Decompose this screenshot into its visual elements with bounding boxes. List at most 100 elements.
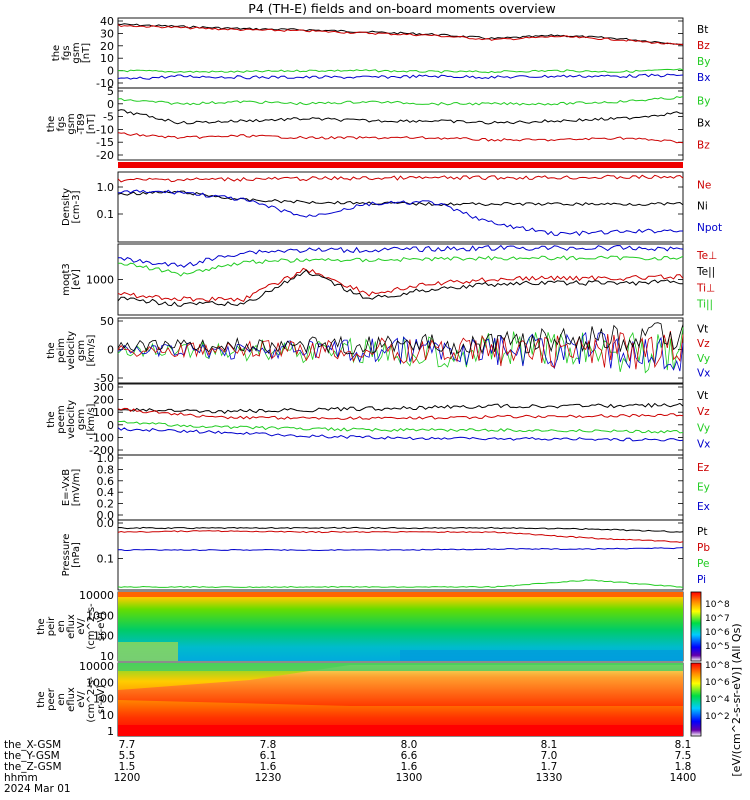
y-tick-label: 10000 — [79, 589, 114, 602]
legend-entry: Npot — [697, 222, 722, 234]
x-tick-label: 1400 — [670, 772, 697, 784]
y-tick-label: 100 — [93, 693, 114, 706]
y-axis-label: [km/s] — [86, 334, 97, 366]
colorbar-lower — [690, 662, 702, 737]
x-axis-row-label: the_Z-GSM — [4, 761, 62, 773]
y-axis-label: [km/s] — [86, 403, 97, 435]
y-axis-label: the — [36, 691, 47, 707]
legend-entry: Ez — [697, 462, 710, 474]
y-axis-label: peem — [56, 405, 67, 433]
y-axis-label: gsm — [71, 42, 82, 63]
y-axis-label: peer — [46, 687, 57, 711]
colorbar-label: [eV/(cm^2-s-sr-eV)] (All Qs) — [730, 623, 743, 776]
legend-entry: Te⊥ — [696, 250, 717, 262]
y-tick-label: 0.0 — [97, 517, 115, 530]
series-line — [117, 331, 684, 372]
legend-entry: Te|| — [696, 266, 715, 278]
y-tick-label: 1.0 — [97, 452, 115, 465]
y-tick-label: 1000 — [86, 609, 114, 622]
y-tick-label: 300 — [93, 381, 114, 394]
legend-entry: Ey — [697, 482, 710, 494]
y-axis-label: peir — [46, 616, 57, 636]
colorbar-tick: 10^7 — [705, 614, 730, 624]
y-axis-label: the — [46, 411, 57, 427]
y-axis-label: the — [46, 342, 57, 358]
legend-entry: Bx — [697, 118, 710, 130]
y-tick-label: 0.1 — [97, 553, 115, 566]
panel-frame — [117, 454, 684, 521]
legend-entry: Bt — [697, 24, 708, 36]
panel-peim_vel: 50 0 -50 the peim velocity gsm [km/s] Vt Vz Vy Vx — [46, 315, 710, 385]
panel-density: 1.0 0.1 Density [cm-3] Ne Ni Npot — [61, 171, 722, 243]
panel-efield: 1.00.80.60.40.20.0 E=-VxB [mV/m] Ez Ey Ex — [61, 452, 710, 522]
y-tick-label: 10 — [100, 52, 114, 65]
x-tick-label: 6.1 — [260, 750, 277, 762]
y-axis-label: Pressure — [61, 534, 72, 577]
y-tick-label: 0 — [107, 98, 114, 111]
legend-entry: Vz — [697, 338, 710, 350]
panel-frame — [117, 317, 684, 384]
y-tick-label: 1000 — [86, 676, 114, 689]
colorbar-tick: 10^6 — [705, 678, 730, 688]
series-line — [117, 23, 684, 46]
y-tick-label: -200 — [89, 444, 114, 457]
y-axis-label: fgs — [56, 116, 67, 131]
series-line — [117, 579, 684, 589]
y-axis-label: E=-VxB — [61, 469, 72, 506]
y-tick-label: 1000 — [86, 274, 114, 287]
y-axis-label: Density — [61, 188, 72, 226]
panel-pressure: 0.0 0.1 Pressure [nPa] Pt Pb Pe Pi — [61, 517, 710, 591]
series-line — [117, 402, 684, 414]
series-line — [117, 530, 684, 543]
legend-entry: Vy — [697, 422, 710, 434]
y-axis-label: eflux — [66, 687, 77, 712]
legend-entry: Vt — [697, 323, 708, 335]
x-tick-label: 7.7 — [119, 739, 136, 751]
legend-entry: By — [697, 96, 710, 108]
y-tick-label: 1 — [107, 725, 114, 738]
legend-entry: Ne — [697, 179, 711, 191]
series-line — [117, 73, 684, 80]
x-axis-row-label: the_X-GSM — [4, 739, 61, 751]
x-tick-label: 1230 — [255, 772, 282, 784]
series-line — [118, 255, 684, 277]
series-line — [117, 427, 684, 442]
legend-entry: Pb — [697, 542, 710, 554]
y-tick-label: 1.0 — [97, 181, 115, 194]
legend-entry: Bx — [697, 72, 710, 84]
y-tick-label: 0 — [107, 65, 114, 78]
colorbar-tick: 10^2 — [705, 712, 730, 722]
panel-frame — [117, 519, 684, 591]
legend-entry: Bz — [697, 140, 710, 152]
panel-fgs_dsl: 50-5-10-15-20 the fgs gsm -T89 [nT] By Bx Bz — [46, 85, 710, 162]
x-tick-label: 1.6 — [401, 761, 418, 773]
y-axis-label: velocity — [66, 400, 77, 439]
legend-entry: Vz — [697, 406, 710, 418]
panel-frame — [117, 87, 684, 161]
series-line — [117, 547, 684, 552]
y-axis-label: (cm^2-s- — [86, 676, 97, 723]
panel-frame — [117, 383, 684, 456]
x-tick-label: 8.0 — [401, 739, 418, 751]
y-axis-label: gsm — [66, 113, 77, 134]
legend-entry: Bz — [697, 40, 710, 52]
y-axis-label: the — [36, 618, 47, 634]
series-line — [117, 269, 684, 307]
y-tick-label: 40 — [100, 15, 114, 28]
series-line — [117, 189, 683, 237]
y-tick-label: -50 — [96, 372, 114, 385]
y-tick-label: 0.4 — [97, 486, 115, 499]
date-label: 2024 Mar 01 — [4, 783, 71, 795]
x-tick-label: 7.8 — [260, 739, 277, 751]
y-axis-label: eflux — [66, 614, 77, 639]
y-axis-label: en — [56, 620, 67, 633]
y-axis-label: the — [51, 45, 62, 61]
y-axis-label: [nT] — [81, 43, 92, 63]
y-axis-label: velocity — [66, 331, 77, 370]
legend-entry: Pe — [697, 558, 709, 570]
y-tick-label: -100 — [89, 431, 114, 444]
legend-entry: Vx — [697, 368, 710, 380]
colorbar-tick: 10^4 — [705, 695, 730, 705]
y-tick-label: 0.0 — [97, 509, 115, 522]
